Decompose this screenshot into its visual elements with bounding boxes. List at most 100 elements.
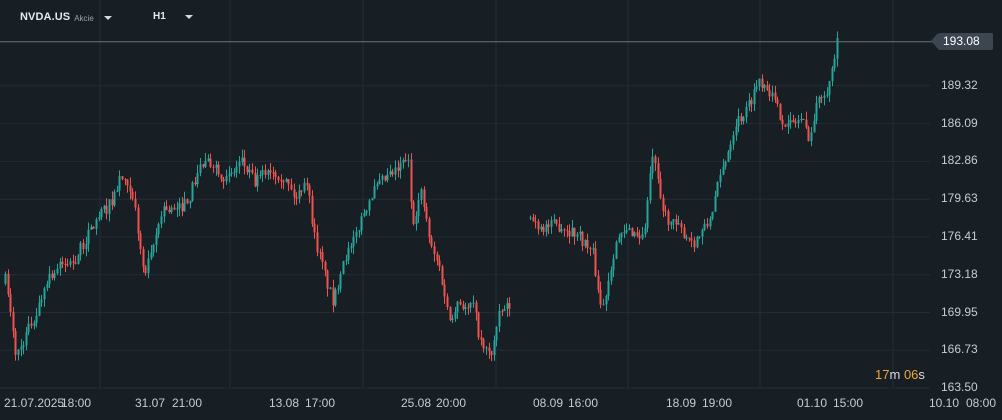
candle-body [506,303,509,309]
candle-body [529,217,532,219]
timeframe-selector[interactable]: H1 [153,11,193,22]
candle-body [90,226,93,230]
candle-body [277,176,280,180]
candle-body [274,172,277,177]
candle-body [563,229,566,231]
candle-body [329,287,332,289]
price-tick-label: 176.41 [941,228,978,243]
candle-body [423,189,426,208]
candle-body [69,261,72,265]
chevron-down-icon [184,15,193,19]
candle-body [672,219,675,222]
candle-body [584,239,587,246]
candle-body [129,185,132,192]
candle-body [308,185,311,196]
candle-body [763,85,766,88]
candle-body [165,206,168,211]
candle-body [14,331,17,355]
candle-body [259,174,262,176]
candle-body [326,270,329,289]
candle-body [264,169,267,175]
candle-body [92,226,95,229]
candle-body [742,117,745,122]
countdown-seconds-unit: s [918,367,925,382]
candle-body [79,242,82,256]
candle-body [38,302,41,316]
candle-body [386,174,389,181]
candles [4,31,839,362]
candle-body [501,310,504,312]
candle-body [82,242,85,249]
candle-body [389,171,392,175]
candle-body [43,288,46,300]
candle-body [475,302,478,313]
symbol-selector[interactable]: NVDA.US Akcie [20,11,112,23]
candle-body [235,166,238,173]
price-tick-label: 189.32 [941,77,978,92]
candle-body [196,172,199,185]
timeframe-label: H1 [153,11,166,22]
candle-body [399,162,402,171]
candle-body [163,206,166,217]
candle-body [615,242,618,259]
price-tick-label: 186.09 [941,115,978,130]
candle-body [131,191,134,199]
symbol-name: NVDA.US [20,11,71,23]
candle-body [295,197,298,199]
candle-body [4,273,7,284]
candle-body [589,247,592,249]
candle-body [407,159,410,161]
candle-body [833,58,836,69]
candle-body [482,339,485,349]
candle-body [337,288,340,290]
candle-body [667,211,670,225]
price-tick-label: 169.95 [941,304,978,319]
candle-body [737,116,740,127]
candle-body [339,273,342,289]
candle-body [342,261,345,274]
candle-body [267,170,270,175]
candle-body [698,236,701,238]
time-tick-label: 18:00 [61,396,92,410]
candle-body [545,224,548,232]
candle-body [300,190,303,192]
candle-body [7,273,10,295]
candle-body [675,219,678,225]
candle-body [116,190,119,192]
candle-body [9,294,12,313]
candle-body [352,236,355,247]
candle-body [802,118,805,120]
candle-body [779,103,782,120]
time-tick-label: 21:00 [172,396,203,410]
candle-body [48,273,51,284]
candle-body [794,122,797,124]
candle-body [365,210,368,213]
candle-body [98,217,101,220]
candle-body [641,234,644,239]
tag-arrow [931,33,938,50]
candle-body [436,254,439,261]
candle-body [508,303,511,309]
symbol-type-label: Akcie [74,13,94,23]
candle-body [716,181,719,197]
candle-body [532,217,535,222]
candle-body [683,227,686,239]
candle-body [220,174,223,179]
time-tick-label: 17:00 [305,396,336,410]
candle-body [420,189,423,200]
candle-body [313,223,316,233]
candle-body [303,182,306,192]
candle-body [66,264,69,266]
candle-body [233,172,236,174]
candle-body [87,229,90,245]
time-tick-label: 21.07.2025 [4,396,65,410]
candle-body [103,205,106,210]
candle-body [347,247,350,260]
candle-body [415,215,418,224]
candle-body [620,232,623,238]
candle-body [222,178,225,182]
candle-body [493,340,496,356]
time-tick-label: 10.10 [929,396,960,410]
candle-body [826,94,829,96]
